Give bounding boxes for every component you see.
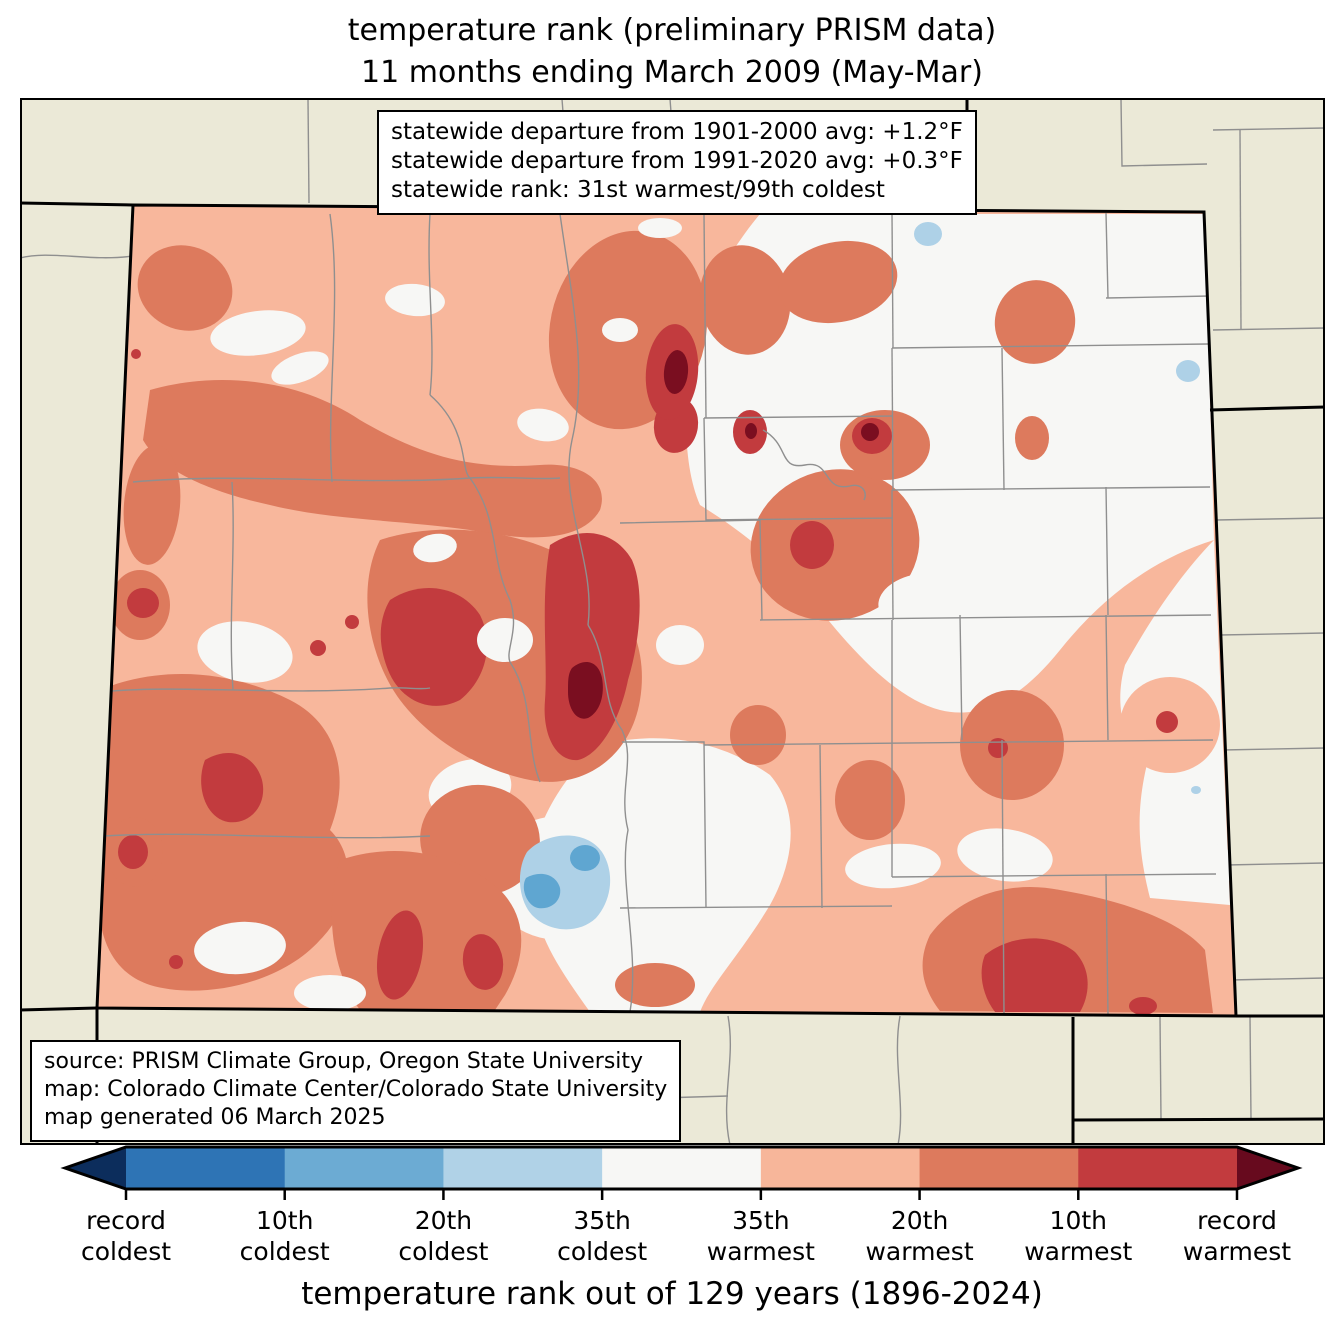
colorbar-label-bottom: coldest <box>557 1237 648 1266</box>
cool-anomaly-blobs <box>519 222 1201 930</box>
statewide-stats-box: statewide departure from 1901-2000 avg: … <box>377 110 977 215</box>
colorbar-label-bottom: coldest <box>80 1237 172 1266</box>
border-ne-ks <box>1209 405 1326 412</box>
colorbar-segment-4 <box>760 1147 921 1189</box>
cool-speck-east <box>1191 786 1201 794</box>
colorbar-label-top: record <box>86 1206 166 1235</box>
colorbar-label-20th-coldest: 20th coldest <box>358 1205 528 1267</box>
colorbar-segment-3 <box>602 1147 762 1189</box>
colorbar-label-bottom: coldest <box>239 1237 330 1266</box>
border-ut-az <box>19 1006 98 1012</box>
cool-core-2 <box>523 873 561 909</box>
cool-spot-north <box>914 222 942 246</box>
border-ut-wy <box>19 201 134 207</box>
colorbar-label-top: 35th <box>732 1206 790 1235</box>
stats-line-1: statewide departure from 1901-2000 avg: … <box>391 119 963 145</box>
colorbar-label-bottom: warmest <box>865 1237 974 1266</box>
colorbar-label-top: 10th <box>255 1206 314 1235</box>
colorbar-label-top: record <box>1197 1206 1277 1235</box>
source-line-2: map: Colorado Climate Center/Colorado St… <box>44 1077 668 1102</box>
colorbar-segment-6 <box>1078 1147 1238 1189</box>
colorbar-axis-label: temperature rank out of 129 years (1896-… <box>301 1276 1043 1312</box>
colorbar-label-35th-warmest: 35th warmest <box>676 1205 846 1267</box>
colorado-temperature-rank-map <box>19 98 1326 1146</box>
record-warm-cores <box>568 350 879 719</box>
cool-spot-northeast <box>1176 360 1200 382</box>
county-lines-colorado <box>99 212 1217 1015</box>
colorbar-label-bottom: warmest <box>706 1237 815 1266</box>
colorbar-label-bottom: warmest <box>1182 1237 1292 1266</box>
near-normal-patches <box>194 218 1236 1011</box>
colorbar-segment-2 <box>443 1147 603 1189</box>
colorbar-label-record-warmest: record warmest <box>1152 1205 1322 1267</box>
colorbar <box>60 1145 1303 1200</box>
colorbar-segment-0 <box>126 1147 286 1189</box>
colorbar-label-35th-coldest: 35th coldest <box>517 1205 687 1267</box>
colorbar-label-10th-warmest: 10th warmest <box>993 1205 1163 1267</box>
map-canvas <box>19 98 1326 1146</box>
colorbar-tick-labels: record coldest 10th coldest 20th coldest 35th c… <box>0 1205 1344 1269</box>
source-line-3: map generated 06 March 2025 <box>44 1105 386 1130</box>
colorbar-label-20th-warmest: 20th warmest <box>835 1205 1005 1267</box>
colorado-rank-fills <box>97 205 1236 1016</box>
colorbar-segment-5 <box>919 1147 1079 1189</box>
colorbar-label-top: 20th <box>890 1206 949 1235</box>
figure-title-line2: 11 months ending March 2009 (May-Mar) <box>361 55 983 90</box>
colorbar-label-bottom: warmest <box>1024 1237 1133 1266</box>
source-attribution-box: source: PRISM Climate Group, Oregon Stat… <box>30 1040 682 1142</box>
colorbar-label-top: 10th <box>1049 1206 1108 1235</box>
colorbar-arrow-record-coldest <box>65 1147 126 1189</box>
colorbar-label-record-coldest: record coldest <box>41 1205 211 1267</box>
stats-line-3: statewide rank: 31st warmest/99th coldes… <box>391 177 885 203</box>
border-ok-tx <box>1072 1117 1326 1122</box>
colorbar-arrow-record-warmest <box>1237 1147 1298 1189</box>
map-frame <box>20 98 1325 1145</box>
stats-line-2: statewide departure from 1991-2020 avg: … <box>391 148 963 174</box>
cool-core-1 <box>570 845 600 871</box>
colorbar-label-top: 20th <box>414 1206 473 1235</box>
colorbar-label-bottom: coldest <box>398 1237 489 1266</box>
colorbar-segment-1 <box>284 1147 444 1189</box>
colorbar-label-top: 35th <box>573 1206 631 1235</box>
colorbar-label-10th-coldest: 10th coldest <box>200 1205 370 1267</box>
county-lines-neighbors <box>19 98 1326 1146</box>
warm-10th-blobs <box>118 324 1178 1015</box>
source-line-1: source: PRISM Climate Group, Oregon Stat… <box>44 1049 644 1074</box>
figure-title-line1: temperature rank (preliminary PRISM data… <box>347 13 997 48</box>
